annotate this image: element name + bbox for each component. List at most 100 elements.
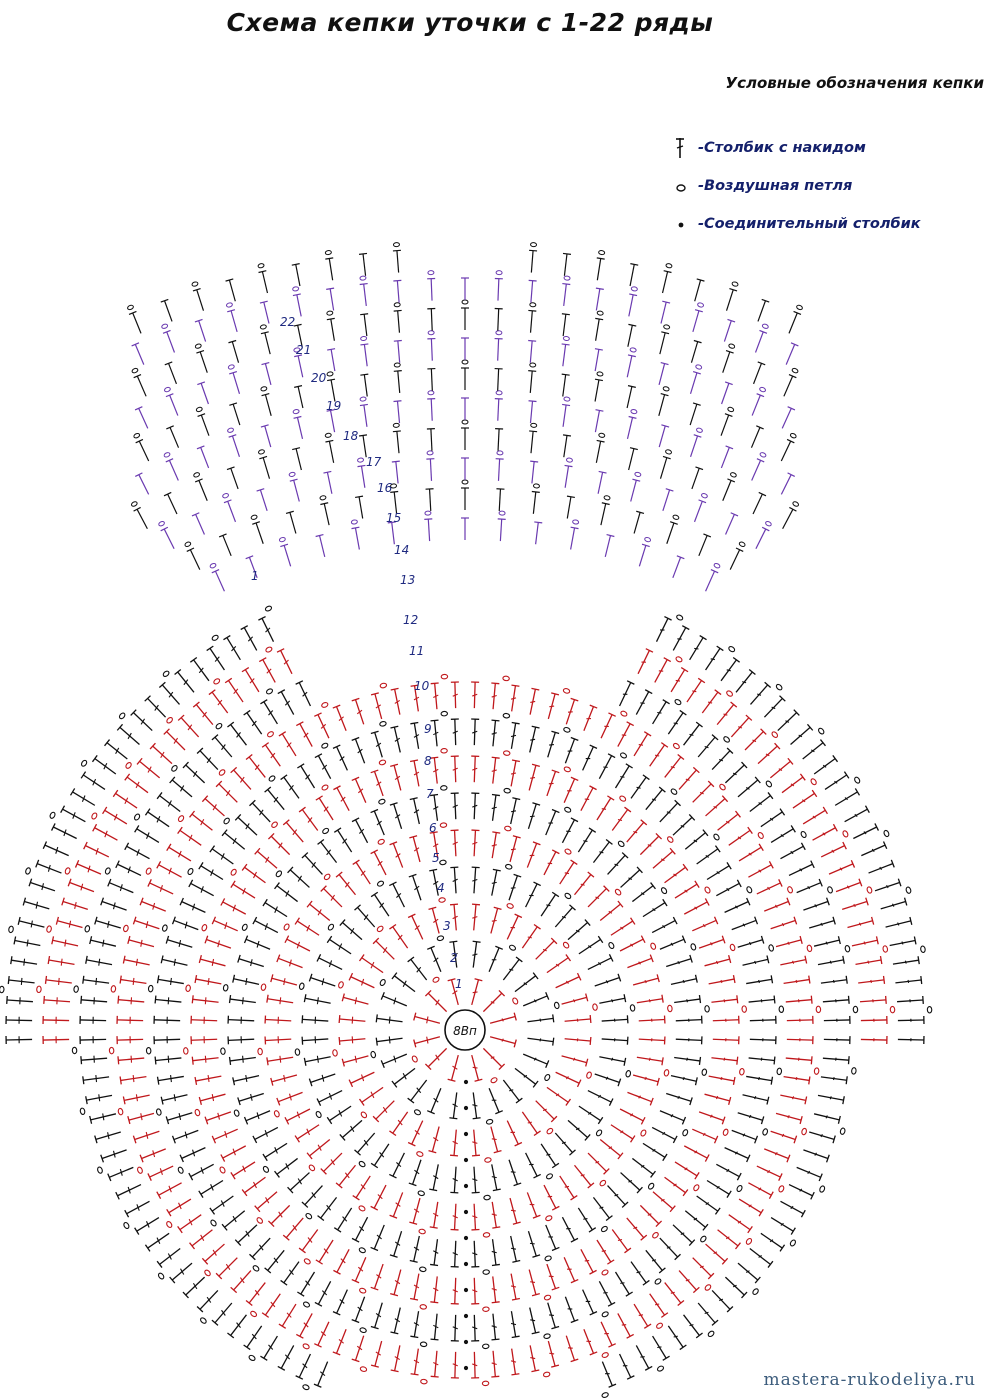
- dc-stitch: [261, 742, 281, 767]
- dc-stitch: [514, 1067, 539, 1088]
- dc-stitch: [410, 721, 420, 749]
- dc-stitch: [760, 808, 786, 828]
- chain-stitch: [378, 798, 386, 805]
- dc-stitch: [354, 904, 376, 928]
- dc-stitch: [725, 512, 739, 535]
- chain-stitch: [704, 1284, 712, 1291]
- dc-stitch: [234, 1224, 258, 1246]
- dc-stitch: [543, 849, 560, 876]
- chain-stitch: [213, 678, 221, 685]
- dc-stitch: [154, 1055, 182, 1065]
- dc-stitch: [698, 935, 726, 949]
- chain-stitch: [592, 1003, 598, 1011]
- dc-stitch: [407, 913, 424, 940]
- dc-stitch: [803, 1149, 830, 1163]
- dc-stitch: [223, 499, 237, 523]
- dc-stitch: [595, 317, 604, 341]
- dc-stitch: [447, 1054, 459, 1082]
- dc-stitch: [154, 995, 182, 1005]
- dc-stitch: [220, 1145, 247, 1162]
- chain-stitch: [670, 788, 678, 795]
- chain-stitch: [271, 821, 278, 829]
- dc-stitch: [44, 975, 72, 985]
- crown-row: [257, 822, 673, 1238]
- chain-stitch: [390, 483, 398, 489]
- dc-stitch: [525, 881, 541, 908]
- dc-stitch: [174, 669, 195, 693]
- chain-stitch: [439, 822, 448, 828]
- chain-stitch: [787, 886, 793, 894]
- dc-stitch: [351, 776, 367, 803]
- dc-stitch: [491, 1239, 500, 1267]
- dc-stitch: [841, 897, 869, 911]
- dc-stitch: [659, 1110, 687, 1125]
- dc-stitch: [717, 810, 741, 831]
- dc-stitch: [529, 687, 540, 715]
- dc-stitch: [471, 1203, 480, 1231]
- dc-stitch: [100, 1149, 127, 1163]
- dc-stitch: [461, 487, 469, 510]
- chain-stitch: [759, 452, 767, 458]
- chain-stitch: [427, 330, 435, 336]
- chain-stitch: [601, 1269, 609, 1276]
- dc-stitch: [649, 1293, 669, 1318]
- dc-stitch: [298, 806, 319, 831]
- dc-stitch: [228, 339, 240, 363]
- dc-stitch: [580, 1248, 597, 1275]
- chain-stitch: [49, 811, 56, 819]
- dc-stitch: [430, 1276, 439, 1304]
- dc-stitch: [89, 936, 117, 947]
- dc-stitch: [711, 995, 739, 1004]
- dc-stitch: [298, 1229, 319, 1254]
- dc-stitch: [494, 367, 503, 391]
- dc-stitch: [559, 859, 578, 885]
- legend-label-chain: -Воздушная петля: [698, 178, 853, 194]
- dc-stitch: [85, 955, 113, 966]
- dc-stitch: [261, 392, 272, 416]
- dc-stitch: [259, 300, 270, 324]
- chain-stitch: [800, 830, 807, 839]
- dc-stitch: [802, 806, 828, 825]
- dc-stitch: [127, 1112, 155, 1125]
- dc-stitch: [332, 1289, 348, 1316]
- dc-stitch: [783, 975, 811, 984]
- chain-stitch: [461, 359, 469, 365]
- dc-stitch: [189, 656, 210, 682]
- dc-stitch: [333, 827, 353, 853]
- dc-stitch: [92, 823, 118, 841]
- dc-stitch: [243, 709, 263, 735]
- dc-stitch: [658, 361, 669, 386]
- dc-stitch: [822, 995, 850, 1004]
- dc-stitch: [546, 769, 560, 797]
- chain-stitch: [131, 367, 139, 374]
- crown-row-label: 9: [424, 722, 432, 736]
- dc-stitch: [122, 1094, 150, 1105]
- chain-stitch: [729, 943, 736, 952]
- chain-stitch: [370, 1050, 377, 1059]
- visor-rows: [127, 242, 803, 592]
- slip-stitch: [463, 1261, 469, 1267]
- dc-stitch: [10, 956, 38, 966]
- dc-stitch: [725, 287, 738, 311]
- dc-stitch: [664, 1176, 689, 1197]
- dc-stitch: [352, 1175, 371, 1201]
- dc-stitch: [617, 1313, 634, 1339]
- chain-stitch: [223, 817, 230, 825]
- dc-stitch: [387, 521, 396, 545]
- dc-stitch: [393, 279, 402, 303]
- chain-stitch: [305, 1212, 313, 1220]
- chain-stitch: [183, 1047, 189, 1055]
- center-ring-circle: [444, 1009, 486, 1051]
- dc-stitch: [711, 1289, 734, 1313]
- dc-stitch: [296, 721, 313, 747]
- dc-stitch: [587, 954, 614, 970]
- chain-stitch: [663, 324, 671, 330]
- dc-stitch: [614, 1271, 633, 1297]
- dc-stitch: [198, 1093, 226, 1105]
- dc-stitch: [158, 681, 180, 705]
- dc-stitch: [259, 455, 271, 479]
- chain-stitch: [629, 347, 637, 353]
- dc-stitch: [308, 1073, 336, 1087]
- dc-stitch: [156, 792, 181, 812]
- dc-stitch: [522, 1053, 550, 1069]
